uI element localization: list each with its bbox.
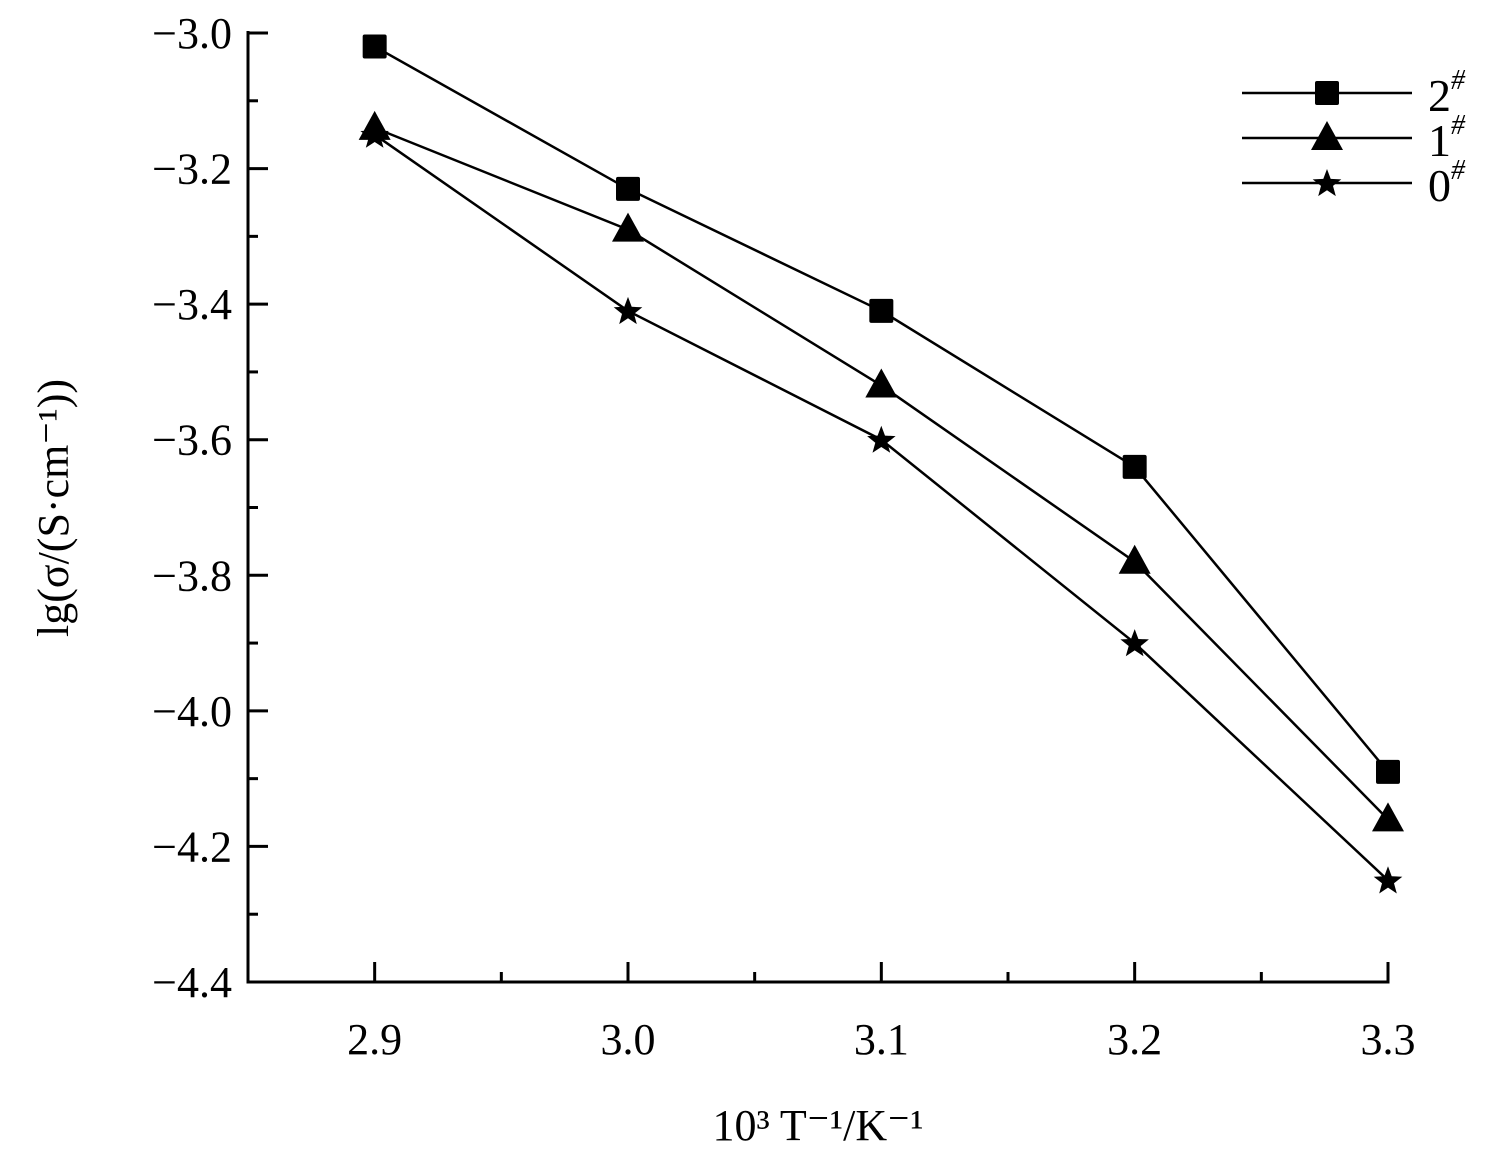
triangle-marker: [865, 368, 898, 398]
legend-label: 0#: [1428, 155, 1466, 211]
star-marker: [1312, 169, 1342, 197]
star-marker: [1373, 866, 1403, 894]
axes: 2.9 3.0 3.1 3.2 3.3 −3.0 −3.2 −3.4 −3.6 −3.8 −4.0 −…: [152, 9, 1415, 1064]
y-tick-label: −3.0: [152, 9, 232, 58]
square-marker: [1376, 759, 1400, 784]
legend-item-1: 1#: [1242, 110, 1466, 166]
series-0: [360, 120, 1403, 894]
triangle-marker: [612, 212, 644, 242]
triangle-marker: [1311, 121, 1343, 150]
y-tick-label: −3.2: [152, 145, 232, 194]
series-2: [362, 34, 1400, 784]
x-tick-label: 3.3: [1361, 1015, 1416, 1064]
y-tick-label: −3.4: [152, 280, 232, 329]
star-marker: [613, 296, 643, 325]
square-marker: [1315, 81, 1339, 105]
star-marker: [360, 120, 389, 148]
y-axis-label: lg(σ/(S·cm⁻¹)): [29, 379, 78, 637]
y-tick-label: −4.2: [152, 822, 232, 871]
square-marker: [1122, 454, 1147, 479]
series-line: [373, 133, 1389, 882]
square-marker: [616, 176, 640, 201]
x-tick-label: 3.2: [1107, 1015, 1162, 1064]
star-marker: [1120, 629, 1149, 657]
series-group: [358, 34, 1404, 894]
legend-item-2: 2#: [1242, 65, 1466, 121]
y-tick-label: −4.0: [152, 687, 232, 736]
y-tick-label: −4.4: [152, 958, 232, 1007]
triangle-marker: [1118, 544, 1151, 574]
x-axis-label: 10³ T⁻¹/K⁻¹: [712, 1101, 923, 1150]
square-marker: [362, 34, 387, 59]
x-tick-label: 3.0: [601, 1015, 656, 1064]
triangle-marker: [1372, 802, 1404, 832]
legend: 2#1#0#: [1242, 65, 1466, 211]
series-line: [374, 126, 1389, 821]
square-marker: [869, 298, 894, 323]
star-marker: [867, 425, 896, 453]
x-tick-label: 3.1: [854, 1015, 909, 1064]
legend-item-0: 0#: [1242, 155, 1466, 211]
y-tick-label: −3.8: [152, 551, 232, 600]
y-tick-label: −3.6: [152, 416, 232, 465]
x-tick-label: 2.9: [347, 1015, 402, 1064]
series-1: [358, 110, 1404, 832]
